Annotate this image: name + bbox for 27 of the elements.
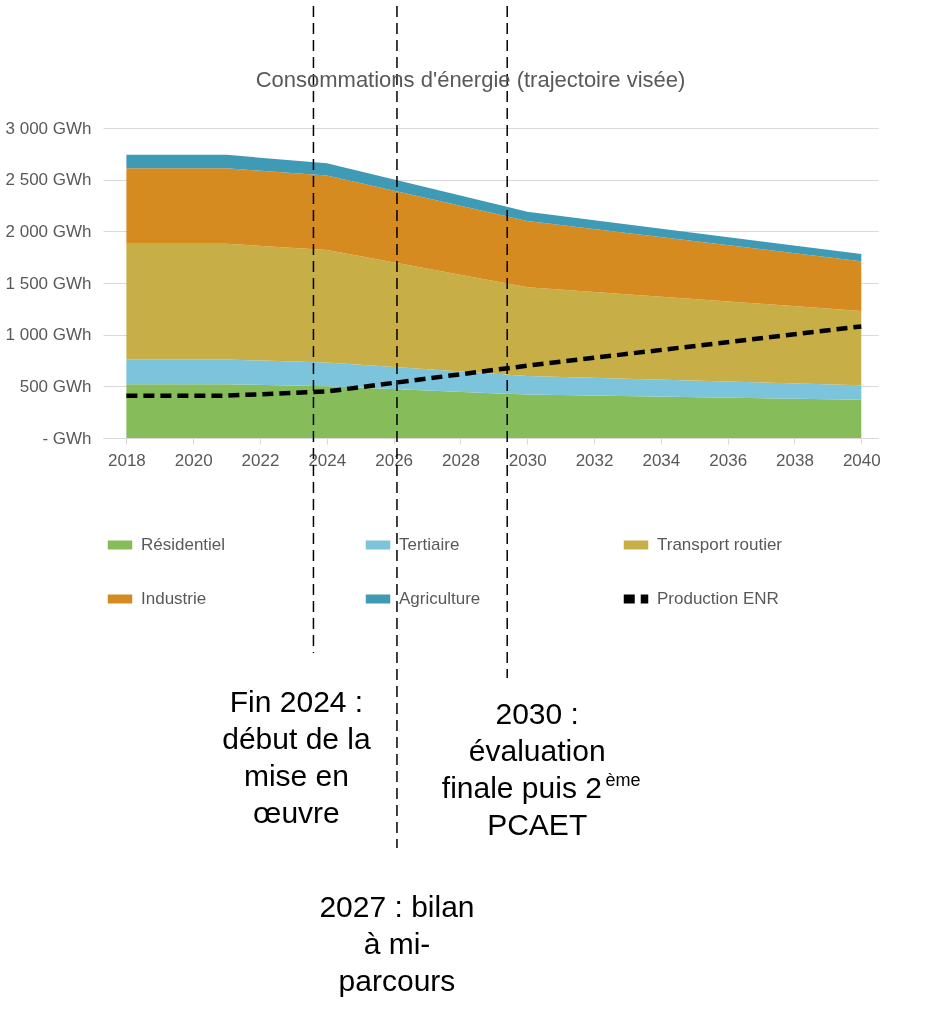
x-tick-label: 2026 (375, 450, 414, 470)
x-tick-label: 2030 (508, 450, 547, 470)
x-tick-label: 2034 (642, 450, 681, 470)
legend-label: Industrie (141, 589, 207, 608)
legend-label: Agriculture (399, 589, 481, 608)
x-tick-label: 2024 (308, 450, 347, 470)
legend-label: Transport routier (657, 535, 783, 554)
x-tick-label: 2028 (442, 450, 480, 470)
x-tick-label: 2018 (107, 450, 146, 470)
legend-label: Résidentiel (141, 535, 226, 554)
y-tick-label: 3 000 GWh (5, 118, 92, 138)
y-tick-label: 1 500 GWh (5, 273, 92, 293)
legend-label: Tertiaire (399, 535, 460, 554)
legend-label: Production ENR (657, 589, 779, 608)
ref-line-label: 2027 : bilan à mi-parcours (319, 890, 475, 997)
y-tick-label: 1 000 GWh (5, 325, 92, 345)
y-tick-label: 2 000 GWh (5, 221, 92, 241)
y-tick-label: 2 500 GWh (5, 170, 92, 190)
x-tick-label: 2022 (241, 450, 280, 470)
x-tick-label: 2020 (174, 450, 213, 470)
ref-line-label: Fin 2024 : début de la mise en œuvre (222, 685, 371, 829)
x-tick-label: 2038 (776, 450, 814, 470)
y-tick-label: - GWh (42, 428, 92, 448)
y-tick-label: 500 GWh (19, 376, 92, 396)
x-tick-label: 2032 (575, 450, 614, 470)
x-tick-label: 2040 (842, 450, 881, 470)
x-tick-label: 2036 (709, 450, 748, 470)
